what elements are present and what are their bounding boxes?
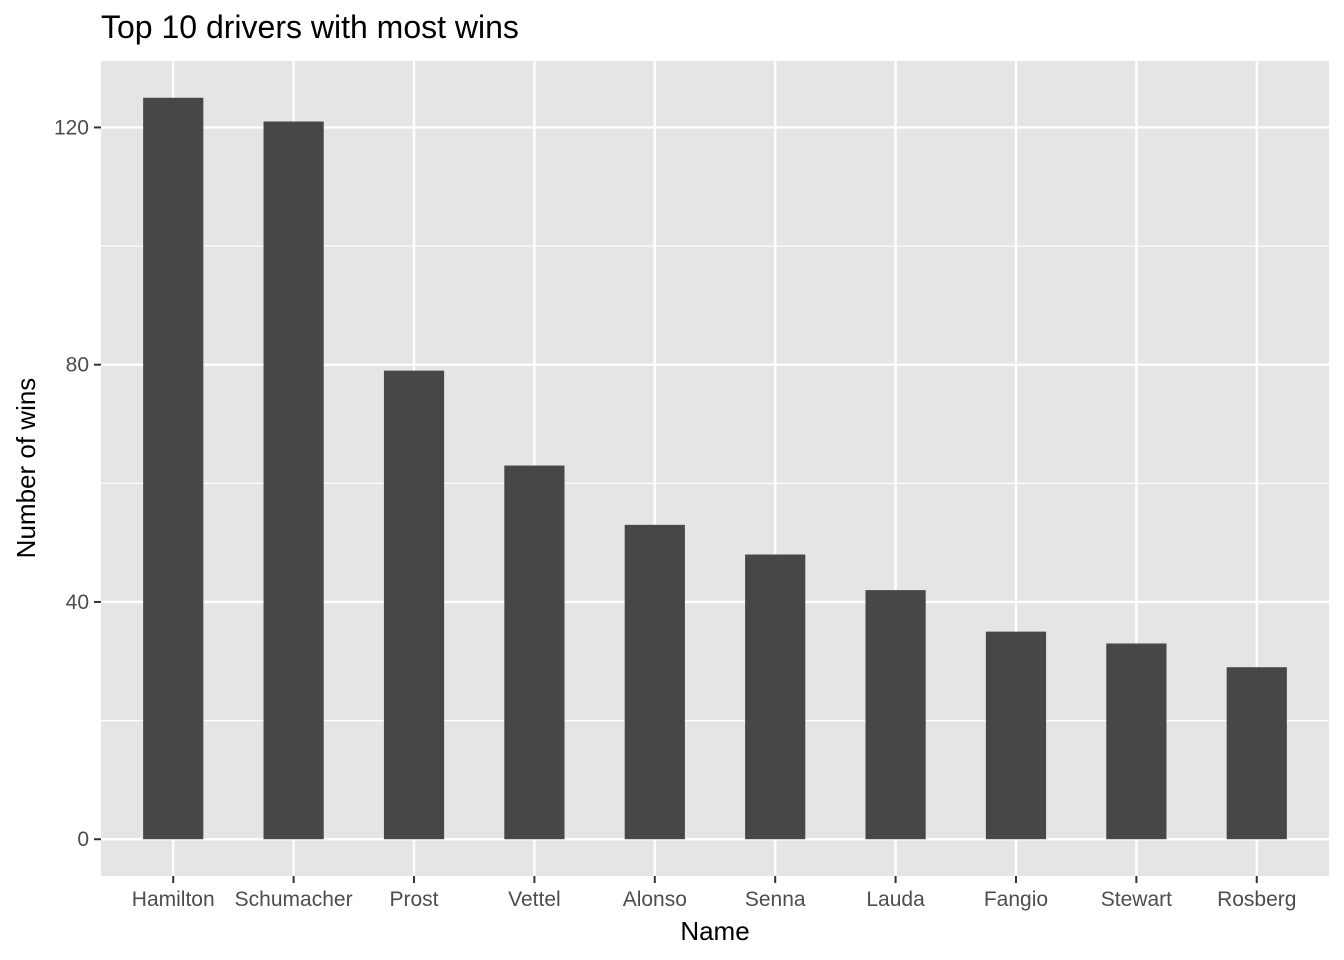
y-tick-label: 120	[54, 116, 89, 139]
y-axis-title: Number of wins	[11, 378, 41, 559]
bar-stewart	[1106, 643, 1167, 840]
bar-fangio	[985, 631, 1047, 840]
y-axis: 0 40 80 120	[54, 116, 101, 851]
chart-title: Top 10 drivers with most wins	[101, 9, 519, 45]
x-tick-label: Fangio	[984, 888, 1048, 911]
x-tick-label: Stewart	[1101, 888, 1172, 911]
y-tick-label: 40	[66, 591, 89, 614]
x-axis-title: Name	[680, 916, 749, 946]
y-tick-label: 80	[66, 354, 89, 377]
bar-prost	[383, 370, 445, 840]
x-tick-label: Hamilton	[132, 888, 215, 911]
y-tick-label: 0	[77, 828, 89, 851]
bar-rosberg	[1226, 667, 1287, 840]
x-axis: Hamilton Schumacher Prost Vettel Alonso Senna…	[132, 876, 1296, 911]
x-tick-label: Alonso	[623, 888, 687, 911]
x-tick-label: Senna	[745, 888, 806, 911]
bar-hamilton	[143, 97, 204, 840]
bar-alonso	[624, 524, 685, 840]
x-tick-label: Vettel	[508, 888, 561, 911]
x-tick-label: Schumacher	[235, 888, 353, 911]
x-tick-label: Prost	[390, 888, 439, 911]
bar-vettel	[504, 465, 565, 840]
bar-lauda	[865, 590, 926, 840]
bar-senna	[745, 554, 806, 840]
x-tick-label: Lauda	[866, 888, 925, 911]
bars	[143, 97, 1287, 840]
x-tick-label: Rosberg	[1217, 888, 1296, 911]
bar-schumacher	[263, 121, 324, 840]
